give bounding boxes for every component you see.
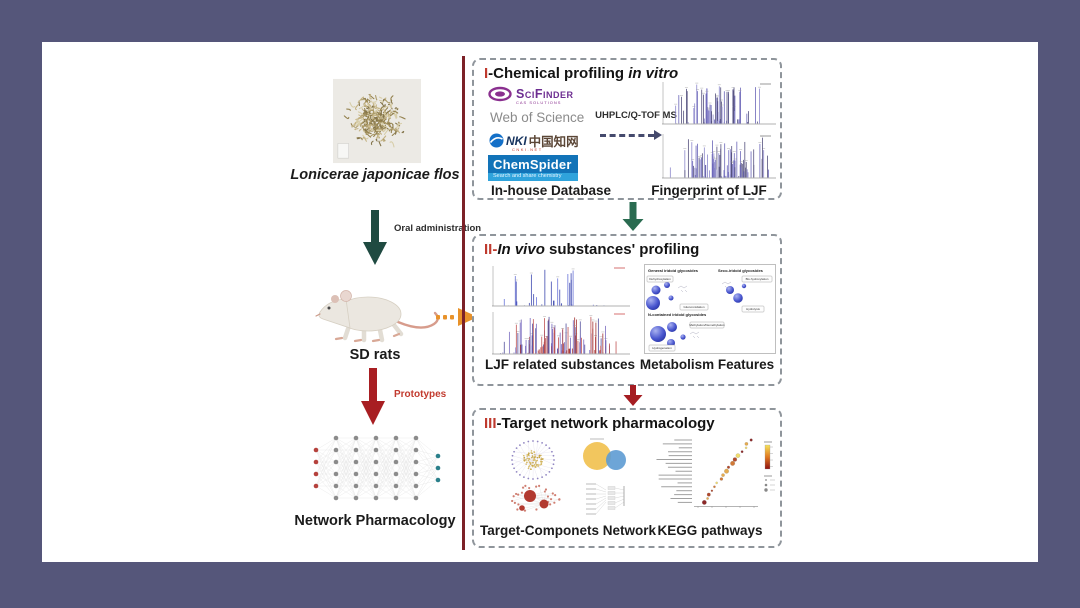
cnki-label: NKI	[506, 133, 527, 148]
ljf-substances-label: LJF related substances	[484, 357, 636, 372]
svg-text:Hydrogenation: Hydrogenation	[652, 346, 672, 350]
metabolism-features-label: Metabolism Features	[639, 357, 775, 372]
svg-text:N-contained iridoid glycosides: N-contained iridoid glycosides	[648, 312, 707, 317]
target-components-network-art	[511, 438, 626, 515]
oral-administration-label: Oral administration	[394, 223, 482, 234]
section-2-numeral: II	[484, 241, 493, 258]
neural-network-art	[313, 435, 441, 501]
fingerprint-label: Fingerprint of LJF	[651, 183, 767, 198]
cnki-globe-icon	[489, 133, 504, 148]
section-2-title-text: substances' profiling	[544, 241, 700, 258]
section-box-network-pharmacology: III-Target network pharmacology Target-C…	[472, 408, 782, 548]
chemspider-logo: ChemSpider Search and share chemistry	[488, 155, 578, 181]
oral-administration-arrow-icon	[363, 210, 387, 265]
cnki-subtext: CNKI.NET	[512, 147, 543, 152]
target-components-label: Target-Componets Network	[479, 523, 656, 538]
cnki-chinese-label: 中国知网	[528, 135, 579, 149]
section1-to-2-arrow-icon	[622, 202, 644, 231]
section-2-title: II-In vivo substances' profiling	[484, 241, 699, 258]
fingerprint-chromatogram-art	[662, 82, 776, 179]
scifinder-tagline: CAS SOLUTIONS	[516, 100, 562, 105]
svg-text:Glucuronidation: Glucuronidation	[683, 305, 704, 309]
section-3-title: III-Target network pharmacology	[484, 415, 715, 432]
scifinder-logo: SciFinder	[488, 86, 573, 102]
network-pharmacology-label: Network Pharmacology	[294, 513, 456, 529]
section-box-invivo-profiling: II-In vivo substances' profiling LJF rel…	[472, 234, 782, 386]
scifinder-label: SciFinder	[516, 87, 574, 101]
section-box-chemical-profiling: I-Chemical profiling in vitro SciFinder …	[472, 58, 782, 200]
section-2-title-italic: In vivo	[497, 241, 545, 258]
kegg-pathways-art	[656, 438, 775, 508]
chemspider-label: ChemSpider	[488, 155, 578, 173]
svg-text:Bis-hydroxylation: Bis-hydroxylation	[746, 277, 769, 281]
rat-illustration	[315, 290, 439, 343]
svg-text:Dehydroxylation: Dehydroxylation	[649, 277, 671, 281]
scifinder-icon	[488, 86, 512, 102]
section-2-hyphen: -	[492, 241, 498, 258]
prototypes-label: Prototypes	[394, 389, 447, 400]
uhplc-dashed-arrow-icon	[600, 130, 662, 140]
metabolism-features-art: General iridoid glycosides Seco-iridoid g…	[644, 264, 776, 354]
svg-text:Methylation/Demethylation: Methylation/Demethylation	[689, 323, 725, 327]
section-1-numeral: I	[484, 65, 489, 82]
section2-to-3-arrow-icon	[623, 385, 643, 406]
section-1-title: I-Chemical profiling in vitro	[484, 65, 678, 82]
section-divider-line	[462, 56, 465, 550]
web-of-science-logo: Web of Science	[490, 110, 585, 125]
prototypes-arrow-icon	[361, 368, 385, 425]
svg-text:Seco-iridoid glycosides: Seco-iridoid glycosides	[718, 268, 764, 273]
section-3-numeral: III	[484, 415, 497, 432]
section-1-title-italic: in vitro	[628, 65, 679, 82]
figure-panel: Lonicerae japonicae flos Oral administra…	[42, 42, 1038, 562]
svg-text:General iridoid glycosides: General iridoid glycosides	[648, 268, 699, 273]
section-1-title-text: -Chemical profiling	[488, 65, 629, 82]
cnki-logo: NKI 中国知网	[489, 131, 579, 150]
in-house-database-label: In-house Database	[490, 183, 612, 198]
sd-rats-label: SD rats	[349, 347, 401, 363]
svg-text:Hydrolysis: Hydrolysis	[746, 307, 760, 311]
kegg-pathways-label: KEGG pathways	[657, 523, 763, 538]
herb-label: Lonicerae japonicae flos	[290, 167, 460, 183]
herb-photo	[333, 78, 421, 164]
section-3-title-text: -Target network pharmacology	[496, 415, 715, 432]
chemspider-tagline: Search and share chemistry	[488, 173, 578, 181]
uhplc-label: UHPLC/Q-TOF MS	[595, 110, 677, 121]
ljf-substances-chromatogram-art	[492, 266, 630, 355]
